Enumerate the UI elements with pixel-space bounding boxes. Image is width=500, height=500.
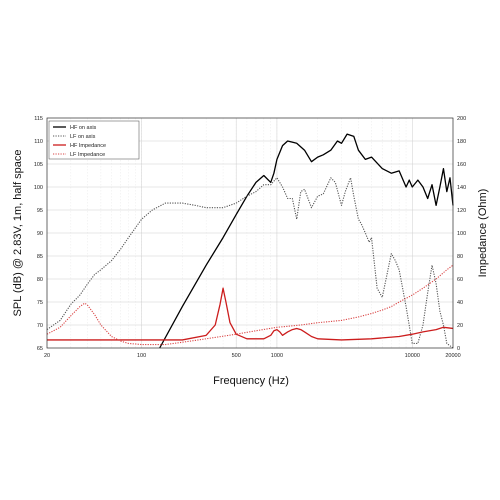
y-tick-label: 80 — [37, 277, 43, 283]
series-line-4 — [46, 264, 454, 346]
legend-label: LF on axis — [70, 134, 96, 140]
x-tick-label: 20 — [44, 353, 50, 359]
series-line-2 — [46, 177, 454, 349]
y2-tick-label: 40 — [457, 300, 463, 306]
y2-tick-label: 60 — [457, 277, 463, 283]
y-tick-labels: 65 70 75 80 85 90 95 100 105 110 115 — [34, 116, 43, 352]
y2-tick-label: 80 — [457, 254, 463, 260]
y2-axis-label: Impedance (Ohm) — [477, 189, 489, 278]
series-line-1 — [159, 133, 454, 349]
y2-tick-label: 120 — [457, 208, 466, 214]
x-tick-labels: 20 100 500 1000 10000 20000 — [44, 353, 461, 359]
y-tick-label: 100 — [34, 185, 43, 191]
y-tick-label: 75 — [37, 300, 43, 306]
plot-frame — [46, 117, 454, 349]
legend: HF on axis LF on axis HF Impedance LF Imped… — [48, 120, 140, 160]
x-tick-label: 100 — [137, 353, 146, 359]
y-axis-label: SPL (dB) @ 2.83V, 1m, half space — [12, 150, 24, 317]
y2-tick-label: 160 — [457, 162, 466, 168]
y-tick-label: 65 — [37, 346, 43, 352]
y2-tick-label: 0 — [457, 346, 460, 352]
x-tick-label: 20000 — [445, 353, 460, 359]
x-tick-label: 10000 — [405, 353, 420, 359]
series-layer — [46, 133, 454, 349]
legend-label: HF on axis — [70, 125, 97, 131]
legend-label: HF Impedance — [70, 143, 106, 149]
y2-tick-label: 20 — [457, 323, 463, 329]
y-tick-label: 90 — [37, 231, 43, 237]
y-tick-label: 110 — [34, 139, 43, 145]
y-tick-label: 105 — [34, 162, 43, 168]
y2-tick-labels: 0 20 40 60 80 100 120 140 160 180 200 — [457, 116, 466, 352]
y2-tick-label: 100 — [457, 231, 466, 237]
y2-tick-label: 200 — [457, 116, 466, 122]
legend-label: LF Impedance — [70, 152, 105, 158]
x-tick-label: 1000 — [271, 353, 283, 359]
y-tick-label: 115 — [34, 116, 43, 122]
y-tick-label: 70 — [37, 323, 43, 329]
y2-tick-label: 180 — [457, 139, 466, 145]
y-tick-label: 95 — [37, 208, 43, 214]
series-line-3 — [47, 287, 454, 341]
y2-tick-label: 140 — [457, 185, 466, 191]
y-tick-label: 85 — [37, 254, 43, 260]
x-axis-label: Frequency (Hz) — [213, 375, 289, 387]
x-tick-label: 500 — [232, 353, 241, 359]
